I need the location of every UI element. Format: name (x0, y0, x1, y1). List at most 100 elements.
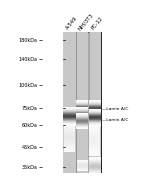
Bar (76, 114, 88, 115)
Bar (89, 161, 101, 162)
Bar (89, 113, 101, 114)
Bar (76, 104, 88, 105)
Bar (64, 139, 75, 140)
Bar (89, 167, 101, 168)
Bar (76, 110, 88, 111)
Bar (76, 119, 88, 120)
Bar (89, 148, 100, 149)
Bar (76, 118, 88, 119)
Bar (76, 110, 88, 111)
Bar (89, 113, 101, 114)
Bar (63, 111, 76, 112)
Bar (76, 101, 88, 102)
Bar (76, 125, 88, 126)
Bar (76, 120, 88, 121)
Bar (63, 117, 76, 118)
Bar (76, 108, 88, 109)
Bar (89, 112, 101, 113)
Bar (89, 123, 101, 124)
Text: —Lamin A/C: —Lamin A/C (102, 107, 128, 111)
Bar (64, 133, 75, 134)
Bar (89, 125, 100, 126)
Bar (89, 111, 101, 112)
Bar (64, 123, 75, 124)
Text: NIH/3T3: NIH/3T3 (78, 12, 95, 31)
Bar (64, 145, 75, 146)
Bar (89, 140, 100, 141)
Bar (63, 109, 76, 110)
Bar (89, 125, 101, 126)
Bar (76, 113, 88, 114)
Bar (63, 122, 76, 123)
Bar (89, 141, 100, 142)
Bar (89, 124, 101, 125)
Bar (64, 32, 100, 173)
Bar (76, 126, 88, 127)
Bar (76, 116, 88, 117)
Bar (76, 102, 88, 103)
Bar (76, 123, 88, 124)
Bar (89, 171, 101, 172)
Bar (64, 136, 75, 137)
Bar (63, 110, 76, 111)
Bar (89, 135, 100, 136)
Bar (89, 127, 100, 128)
Bar (76, 116, 88, 117)
Bar (89, 158, 101, 159)
Bar (89, 119, 101, 120)
Bar (64, 128, 75, 129)
Bar (89, 133, 100, 134)
Bar (89, 131, 100, 132)
Bar (76, 128, 88, 129)
Bar (89, 155, 100, 156)
Bar (89, 115, 101, 116)
Text: —Lamin A/C: —Lamin A/C (102, 118, 128, 122)
Bar (89, 139, 100, 140)
Bar (64, 131, 75, 132)
Bar (89, 128, 100, 129)
Bar (64, 143, 75, 144)
Bar (64, 140, 75, 141)
Bar (76, 113, 88, 114)
Bar (63, 114, 76, 115)
Bar (63, 108, 76, 109)
Bar (63, 115, 76, 116)
Bar (89, 116, 101, 117)
Bar (89, 168, 101, 169)
Bar (63, 112, 76, 113)
Bar (89, 144, 100, 145)
Bar (76, 123, 88, 124)
Bar (64, 135, 75, 136)
Bar (89, 130, 100, 131)
Bar (63, 113, 76, 114)
Bar (89, 121, 101, 122)
Bar (76, 108, 88, 109)
Bar (89, 145, 100, 146)
Bar (64, 137, 75, 138)
Bar (64, 126, 75, 127)
Bar (76, 32, 88, 173)
Bar (89, 136, 100, 137)
Bar (64, 122, 75, 123)
Bar (64, 138, 75, 139)
Bar (76, 124, 88, 125)
Bar (76, 112, 88, 113)
Bar (89, 134, 100, 135)
Bar (89, 100, 101, 101)
Bar (76, 120, 88, 121)
Bar (89, 138, 100, 139)
Bar (76, 109, 88, 110)
Bar (89, 132, 100, 133)
Bar (89, 109, 101, 110)
Bar (89, 153, 100, 154)
Bar (89, 117, 101, 118)
Bar (89, 172, 101, 173)
Bar (76, 122, 88, 123)
Bar (76, 107, 88, 108)
Bar (76, 113, 88, 114)
Bar (64, 141, 75, 142)
Bar (76, 103, 88, 104)
Bar (76, 121, 88, 122)
Bar (89, 129, 100, 130)
Bar (89, 114, 101, 115)
